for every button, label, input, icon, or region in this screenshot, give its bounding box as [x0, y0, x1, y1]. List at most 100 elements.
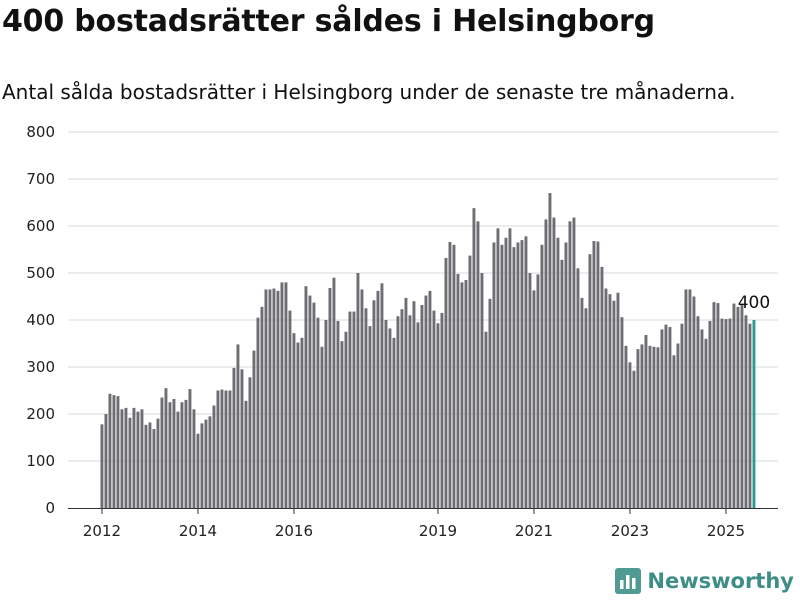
- bar: [548, 193, 552, 508]
- bar: [352, 311, 356, 508]
- bar: [204, 419, 208, 508]
- bar: [668, 327, 672, 508]
- bar: [636, 349, 640, 508]
- bar: [232, 367, 236, 508]
- bar: [568, 221, 572, 509]
- bar: [596, 241, 600, 508]
- bar: [172, 398, 176, 508]
- data-label: 400: [738, 293, 770, 313]
- bar: [580, 297, 584, 508]
- bar: [480, 273, 484, 508]
- bar: [612, 300, 616, 508]
- bar: [388, 328, 392, 508]
- bar: [324, 320, 328, 508]
- bar: [144, 424, 148, 508]
- bar: [168, 402, 172, 508]
- bar: [156, 418, 160, 508]
- bar: [384, 320, 388, 508]
- bar: [284, 282, 288, 508]
- bar: [608, 294, 612, 508]
- bar: [700, 329, 704, 508]
- bar: [620, 317, 624, 508]
- bar: [296, 342, 300, 508]
- bar: [216, 390, 220, 508]
- bar: [408, 315, 412, 508]
- bar: [188, 389, 192, 508]
- bar: [576, 268, 580, 508]
- bar: [604, 288, 608, 508]
- brand[interactable]: Newsworthy: [615, 568, 794, 594]
- bar: [136, 411, 140, 508]
- bar: [556, 237, 560, 508]
- bar: [528, 273, 532, 508]
- bar: [412, 301, 416, 508]
- bar: [436, 323, 440, 508]
- bar: [148, 422, 152, 508]
- x-tick-label: 2025: [707, 522, 745, 540]
- bar: [456, 273, 460, 508]
- bar: [356, 273, 360, 508]
- bar: [728, 318, 732, 508]
- bar: [292, 333, 296, 508]
- bar: [108, 393, 112, 508]
- bar: [708, 320, 712, 508]
- chart-title: 400 bostadsrätter såldes i Helsingborg: [2, 4, 655, 39]
- bar: [208, 416, 212, 508]
- bar: [472, 208, 476, 508]
- bar: [128, 417, 132, 508]
- bar: [400, 309, 404, 508]
- y-tick-label: 800: [26, 123, 55, 141]
- bar: [328, 288, 332, 508]
- bar: [420, 304, 424, 508]
- y-tick-label: 600: [26, 217, 55, 235]
- bar: [256, 317, 260, 508]
- bar: [160, 397, 164, 508]
- bar: [196, 433, 200, 508]
- bar: [592, 241, 596, 509]
- bar: [588, 254, 592, 508]
- bar: [464, 280, 468, 508]
- bar: [392, 337, 396, 508]
- bar: [688, 289, 692, 508]
- bar: [500, 244, 504, 509]
- x-tick-label: 2012: [83, 522, 121, 540]
- bar: [552, 217, 556, 509]
- x-tick-label: 2019: [419, 522, 457, 540]
- bar: [380, 283, 384, 508]
- bar: [312, 302, 316, 508]
- y-tick-label: 300: [26, 358, 55, 376]
- bar: [424, 295, 428, 508]
- bar: [516, 242, 520, 508]
- bar: [224, 390, 228, 508]
- bar: [228, 390, 232, 508]
- bar: [468, 255, 472, 508]
- bar: [696, 316, 700, 508]
- brand-name: Newsworthy: [647, 569, 794, 593]
- bar: [704, 338, 708, 508]
- bar: [252, 350, 256, 508]
- bar: [564, 242, 568, 508]
- bar: [660, 329, 664, 508]
- x-tick-label: 2021: [515, 522, 553, 540]
- bar: [288, 310, 292, 508]
- bar: [320, 346, 324, 508]
- chart-subtitle: Antal sålda bostadsrätter i Helsingborg …: [2, 80, 736, 104]
- bar: [116, 396, 120, 508]
- bar: [448, 241, 452, 509]
- bar: [164, 388, 168, 508]
- bar: [624, 345, 628, 508]
- bar: [120, 409, 124, 508]
- bar: [712, 302, 716, 508]
- bar: [248, 377, 252, 508]
- y-tick-label: 0: [45, 499, 55, 517]
- bar: [720, 318, 724, 508]
- bar: [744, 315, 748, 508]
- y-tick-label: 500: [26, 264, 55, 282]
- bar: [488, 298, 492, 508]
- bar: [440, 312, 444, 508]
- bar: [192, 409, 196, 508]
- bar: [560, 259, 564, 508]
- bar: [428, 290, 432, 508]
- bar: [416, 322, 420, 508]
- bar: [364, 308, 368, 508]
